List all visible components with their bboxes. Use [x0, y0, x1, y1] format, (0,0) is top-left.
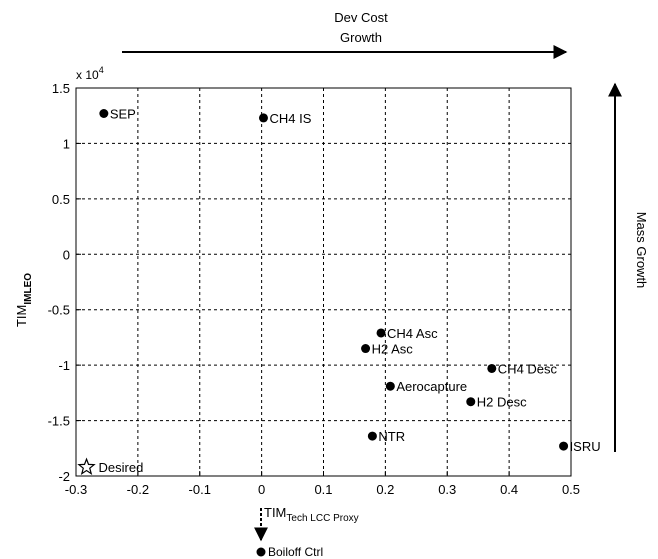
point-h2-asc: [361, 344, 371, 354]
boiloff-ctrl-label: Boiloff Ctrl: [268, 545, 323, 559]
x-tick-label: 0.5: [562, 482, 580, 497]
y-tick-label: 1.5: [52, 81, 70, 96]
x-tick-label: 0: [258, 482, 265, 497]
point-ch4-is: [258, 113, 268, 123]
label-desired: Desired: [99, 460, 144, 475]
x-tick-label: -0.2: [127, 482, 149, 497]
y-tick-label: -2: [58, 469, 70, 484]
point-h2-desc: [466, 397, 476, 407]
x-tick-label: 0.3: [438, 482, 456, 497]
x-axis-label: TIMTech LCC Proxy: [264, 505, 359, 524]
x-tick-label: 0.2: [376, 482, 394, 497]
y-axis-label: TIMIMLEO: [14, 273, 34, 327]
label-ch4-is: CH4 IS: [269, 111, 311, 126]
label-h2-asc: H2 Asc: [372, 342, 414, 357]
x-tick-label: -0.3: [65, 482, 87, 497]
x-tick-label: -0.1: [189, 482, 211, 497]
y-tick-label: -1: [58, 358, 70, 373]
y-scale-note: x 104: [76, 65, 104, 82]
y-tick-label: -1.5: [48, 414, 70, 429]
point-ch4-asc: [376, 328, 386, 338]
label-aerocapture: Aerocapture: [396, 379, 467, 394]
label-ch4-asc: CH4 Asc: [387, 326, 438, 341]
point-aerocapture: [385, 381, 395, 391]
y-tick-label: 0: [63, 247, 70, 262]
point-ntr: [367, 431, 377, 441]
label-ntr: NTR: [378, 429, 405, 444]
label-h2-desc: H2 Desc: [477, 395, 527, 410]
x-tick-label: 0.4: [500, 482, 518, 497]
point-sep: [99, 108, 109, 118]
y-tick-label: -0.5: [48, 303, 70, 318]
mass-growth-label: Mass Growth: [634, 212, 649, 289]
point-ch4-desc: [487, 363, 497, 373]
point-isru: [559, 441, 569, 451]
boiloff-ctrl-point: [256, 547, 266, 557]
dev-cost-label: Dev Cost: [334, 10, 388, 25]
label-isru: ISRU: [570, 439, 601, 454]
grid: [75, 87, 572, 477]
x-tick-label: 0.1: [314, 482, 332, 497]
desired-star-icon: [77, 457, 96, 475]
growth-label: Growth: [340, 30, 382, 45]
plot-frame: [75, 87, 572, 477]
label-ch4-desc: CH4 Desc: [498, 361, 558, 376]
tick-labels: -0.3 -0.2 -0.1 0 0.1 0.2 0.3 0.4 0.5 1.5 1 0.5 0 -0.5…: [48, 81, 580, 497]
label-sep: SEP: [110, 106, 136, 121]
y-tick-label: 0.5: [52, 192, 70, 207]
y-tick-label: 1: [63, 136, 70, 151]
